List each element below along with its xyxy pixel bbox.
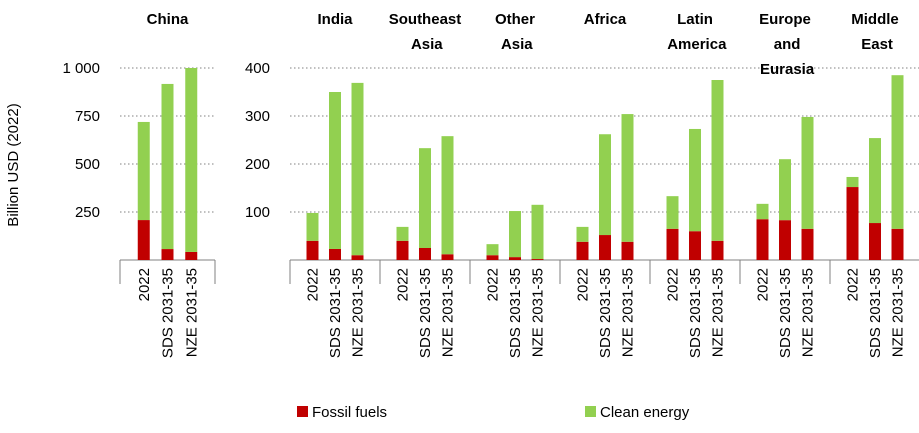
bar-segment bbox=[137, 121, 150, 221]
y-tick-label: 500 bbox=[75, 156, 100, 173]
bar-segment bbox=[891, 75, 904, 229]
bar-segment bbox=[711, 80, 724, 241]
bar-segment bbox=[846, 176, 859, 188]
bar-segment bbox=[419, 248, 431, 260]
bar-segment bbox=[329, 92, 341, 249]
y-tick-label: 200 bbox=[245, 156, 270, 173]
group-label: Latin America bbox=[664, 11, 727, 53]
x-tick-label: SDS 2031-35 bbox=[867, 268, 884, 358]
group-label: Middle East bbox=[851, 11, 899, 53]
bar-segment bbox=[576, 226, 589, 242]
bar-segment bbox=[185, 68, 198, 252]
bar-segment bbox=[801, 228, 814, 260]
bar-segment bbox=[396, 226, 409, 241]
x-tick-label: 2022 bbox=[395, 268, 412, 301]
bar-segment bbox=[351, 255, 364, 260]
bar-segment bbox=[846, 187, 859, 260]
group-label: Europe and Eurasia bbox=[756, 11, 815, 78]
x-tick-label: NZE 2031-35 bbox=[890, 268, 907, 357]
y-tick-label: 300 bbox=[245, 108, 270, 125]
group-label: Other Asia bbox=[495, 11, 535, 53]
bar-segment bbox=[666, 228, 679, 260]
x-tick-label: SDS 2031-35 bbox=[417, 268, 434, 358]
legend-swatch bbox=[585, 406, 596, 417]
bar-segment bbox=[419, 148, 431, 248]
y-tick-label: 400 bbox=[245, 60, 270, 77]
bar-segment bbox=[869, 223, 881, 260]
y-tick-label: 100 bbox=[245, 204, 270, 221]
y-axis-label: Billion USD (2022) bbox=[5, 103, 22, 226]
bar-segment bbox=[441, 254, 454, 260]
bar-segment bbox=[509, 257, 521, 260]
bar-segment bbox=[161, 83, 174, 250]
bar-segment bbox=[329, 248, 341, 260]
bar-segment bbox=[486, 244, 499, 256]
bar-segment bbox=[576, 241, 589, 260]
group-label: Southeast Asia bbox=[389, 11, 462, 53]
x-tick-label: 2022 bbox=[845, 268, 862, 301]
bar-segment bbox=[396, 240, 409, 260]
bar-segment bbox=[689, 231, 701, 260]
x-tick-label: 2022 bbox=[575, 268, 592, 301]
group-label: Africa bbox=[584, 11, 627, 28]
legend-label: Fossil fuels bbox=[312, 404, 387, 421]
x-tick-label: 2022 bbox=[485, 268, 502, 301]
bar-segment bbox=[711, 240, 724, 260]
x-tick-label: NZE 2031-35 bbox=[710, 268, 727, 357]
bar-segment bbox=[666, 196, 679, 229]
x-tick-label: SDS 2031-35 bbox=[327, 268, 344, 358]
bar-segment bbox=[351, 82, 364, 256]
bar-segment bbox=[779, 220, 791, 260]
bar-segment bbox=[801, 116, 814, 229]
y-tick-label: 750 bbox=[75, 108, 100, 125]
bar-segment bbox=[779, 159, 791, 221]
bar-segment bbox=[306, 212, 319, 241]
legend-swatch bbox=[297, 406, 308, 417]
x-tick-label: NZE 2031-35 bbox=[800, 268, 817, 357]
x-tick-label: 2022 bbox=[755, 268, 772, 301]
y-tick-label: 1 000 bbox=[62, 60, 100, 77]
group-label: China bbox=[147, 11, 189, 28]
bar-segment bbox=[756, 219, 769, 260]
x-tick-label: SDS 2031-35 bbox=[507, 268, 524, 358]
y-tick-label: 250 bbox=[75, 204, 100, 221]
bar-segment bbox=[621, 114, 634, 242]
bar-segment bbox=[891, 228, 904, 260]
x-tick-label: NZE 2031-35 bbox=[620, 268, 637, 357]
bar-segment bbox=[689, 128, 701, 232]
group-label: India bbox=[317, 11, 353, 28]
bar-segment bbox=[509, 211, 521, 258]
x-tick-label: NZE 2031-35 bbox=[530, 268, 547, 357]
bar-segment bbox=[161, 249, 174, 260]
bar-segment bbox=[531, 204, 544, 260]
x-tick-label: 2022 bbox=[136, 268, 153, 301]
bar-segment bbox=[599, 235, 611, 260]
bar-segment bbox=[621, 241, 634, 260]
x-tick-label: 2022 bbox=[665, 268, 682, 301]
x-tick-label: NZE 2031-35 bbox=[440, 268, 457, 357]
bar-segment bbox=[756, 203, 769, 220]
x-tick-label: SDS 2031-35 bbox=[777, 268, 794, 358]
x-tick-label: SDS 2031-35 bbox=[687, 268, 704, 358]
bar-segment bbox=[137, 220, 150, 260]
x-tick-label: SDS 2031-35 bbox=[160, 268, 177, 358]
bar-segment bbox=[306, 240, 319, 260]
x-tick-label: NZE 2031-35 bbox=[183, 268, 200, 357]
bar-segment bbox=[486, 255, 499, 260]
x-tick-label: SDS 2031-35 bbox=[597, 268, 614, 358]
x-tick-label: NZE 2031-35 bbox=[350, 268, 367, 357]
bar-segment bbox=[599, 134, 611, 236]
x-tick-label: 2022 bbox=[305, 268, 322, 301]
bar-segment bbox=[869, 138, 881, 224]
legend-label: Clean energy bbox=[600, 404, 690, 421]
bar-segment bbox=[441, 136, 454, 255]
bar-segment bbox=[531, 259, 544, 260]
bar-segment bbox=[185, 251, 198, 260]
